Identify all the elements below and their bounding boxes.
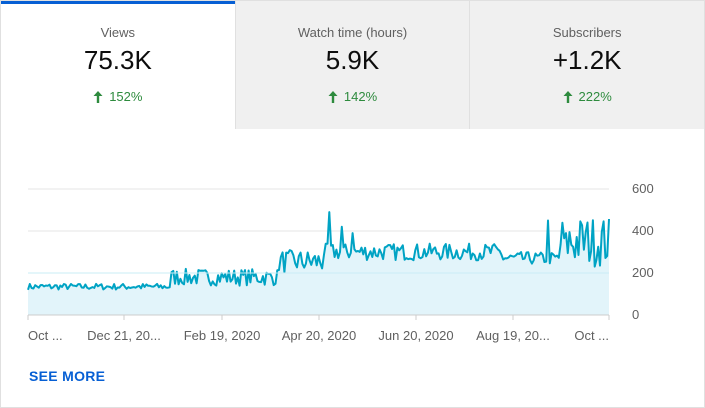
tab-subscribers-value: +1.2K — [552, 45, 622, 75]
x-tick-label: Oct ... — [574, 328, 609, 343]
tab-watch-time[interactable]: Watch time (hours) 5.9K 142% — [234, 1, 470, 129]
tab-watch-time-value: 5.9K — [325, 45, 380, 75]
metric-tabs: Views 75.3K 152% Watch time (hours) 5.9K… — [1, 1, 705, 129]
views-line — [27, 211, 610, 291]
tab-subscribers-label: Subscribers — [552, 25, 622, 40]
x-tick-label: Jun 20, 2020 — [378, 328, 453, 343]
tab-views-change: 152% — [1, 89, 235, 104]
tab-views-value: 75.3K — [83, 45, 152, 75]
x-tick-label: Aug 19, 20... — [476, 328, 550, 343]
tab-watch-time-change: 142% — [236, 89, 470, 104]
y-tick-label: 400 — [632, 223, 654, 238]
tab-watch-time-label: Watch time (hours) — [297, 25, 408, 40]
tab-views[interactable]: Views 75.3K 152% — [1, 1, 235, 129]
tab-watch-time-change-value: 142% — [343, 89, 378, 104]
y-tick-label: 600 — [632, 181, 654, 196]
see-more-link[interactable]: SEE MORE — [29, 368, 106, 384]
views-area — [28, 212, 609, 315]
x-tick-label: Feb 19, 2020 — [184, 328, 261, 343]
views-chart: 0 200 400 600 Oct ... Dec 21, 20... Feb 19, 20… — [27, 181, 654, 343]
y-tick-label: 200 — [632, 265, 654, 280]
y-tick-label: 0 — [632, 307, 639, 322]
tab-subscribers-change-value: 222% — [578, 89, 612, 104]
tab-views-change-value: 152% — [109, 89, 143, 104]
arrow-up-icon — [93, 90, 103, 103]
tab-subscribers[interactable]: Subscribers +1.2K 222% — [469, 1, 705, 129]
x-tick-label: Oct ... — [28, 328, 63, 343]
arrow-up-icon — [328, 90, 338, 103]
arrow-up-icon — [563, 90, 573, 103]
tab-views-label: Views — [100, 25, 136, 40]
tab-subscribers-change: 222% — [470, 89, 704, 104]
x-tick-label: Dec 21, 20... — [87, 328, 161, 343]
x-tick-label: Apr 20, 2020 — [282, 328, 356, 343]
